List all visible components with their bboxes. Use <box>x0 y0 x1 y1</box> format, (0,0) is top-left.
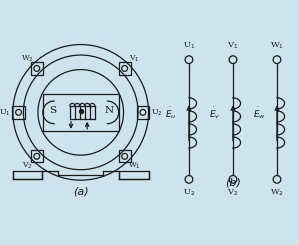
Bar <box>118 150 131 162</box>
Text: (b): (b) <box>225 178 241 188</box>
Bar <box>13 106 25 119</box>
Text: U$_1$: U$_1$ <box>0 107 10 118</box>
Bar <box>137 106 149 119</box>
Text: S: S <box>49 106 56 115</box>
Text: W$_1$: W$_1$ <box>128 161 141 171</box>
Text: W$_2$: W$_2$ <box>270 188 284 198</box>
Text: $\dot{E}$$_u$: $\dot{E}$$_u$ <box>165 106 177 121</box>
Bar <box>30 150 43 162</box>
Text: (a): (a) <box>73 186 89 196</box>
Text: W$_2$: W$_2$ <box>21 53 33 64</box>
Text: $\dot{E}$$_w$: $\dot{E}$$_w$ <box>253 106 266 121</box>
Text: W$_1$: W$_1$ <box>270 41 284 51</box>
Bar <box>30 62 43 74</box>
Text: V$_2$: V$_2$ <box>227 188 239 198</box>
Text: U$_2$: U$_2$ <box>151 107 162 118</box>
Bar <box>118 62 131 74</box>
Text: V$_1$: V$_1$ <box>227 41 239 51</box>
Text: N: N <box>104 106 114 115</box>
Text: U$_1$: U$_1$ <box>183 41 195 51</box>
Text: U$_2$: U$_2$ <box>183 188 195 198</box>
Text: V$_1$: V$_1$ <box>129 53 140 64</box>
Text: $\dot{E}$$_v$: $\dot{E}$$_v$ <box>209 106 221 121</box>
Text: V$_2$: V$_2$ <box>22 161 32 171</box>
Circle shape <box>80 110 83 113</box>
